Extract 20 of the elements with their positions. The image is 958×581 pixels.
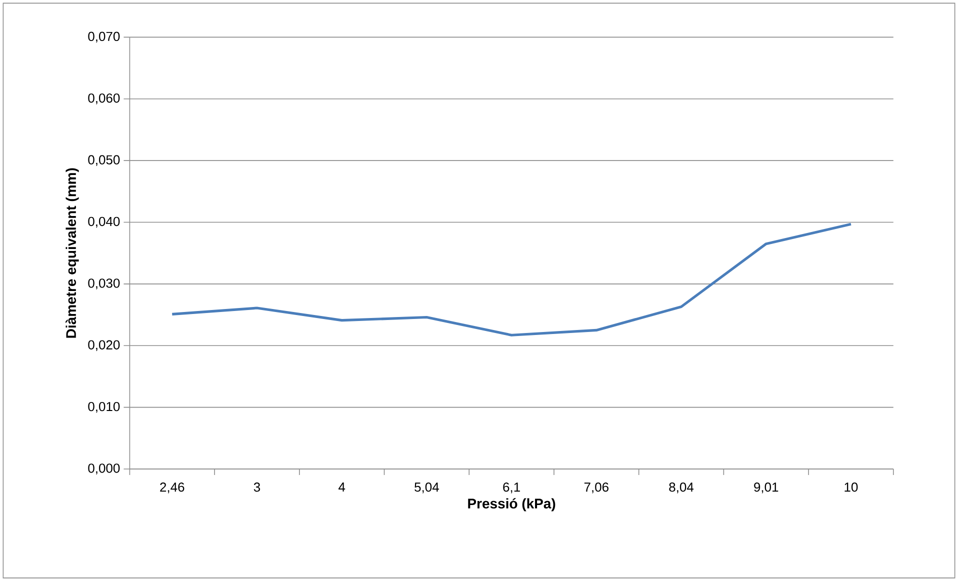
y-tick-label: 0,010	[88, 402, 120, 413]
y-tick-label: 0,070	[88, 32, 120, 42]
y-tick-label: 0,020	[88, 340, 120, 351]
x-tick-label: 10	[844, 482, 858, 492]
x-tick-label: 2,46	[160, 482, 184, 494]
x-tick-label: 7,06	[584, 482, 608, 494]
x-tick-label: 5,04	[414, 482, 439, 494]
y-tick-label: 0,050	[88, 155, 120, 166]
y-tick-label: 0,060	[88, 93, 120, 104]
x-tick-label: 4	[338, 482, 346, 492]
x-tick-label: 3	[254, 482, 260, 492]
x-tick-label: 6,1	[503, 482, 520, 494]
y-tick-label: 0,030	[88, 278, 120, 290]
y-tick-label: 0,040	[88, 216, 120, 228]
x-axis-title: Pressió (kPa)	[468, 498, 556, 512]
x-tick-label: 8,04	[669, 482, 694, 494]
y-tick-label: 0,000	[88, 464, 120, 474]
y-axis-title: Diàmetre equivalent (mm)	[66, 168, 79, 338]
line-series	[170, 222, 852, 336]
x-tick-label: 9,01	[754, 482, 778, 494]
